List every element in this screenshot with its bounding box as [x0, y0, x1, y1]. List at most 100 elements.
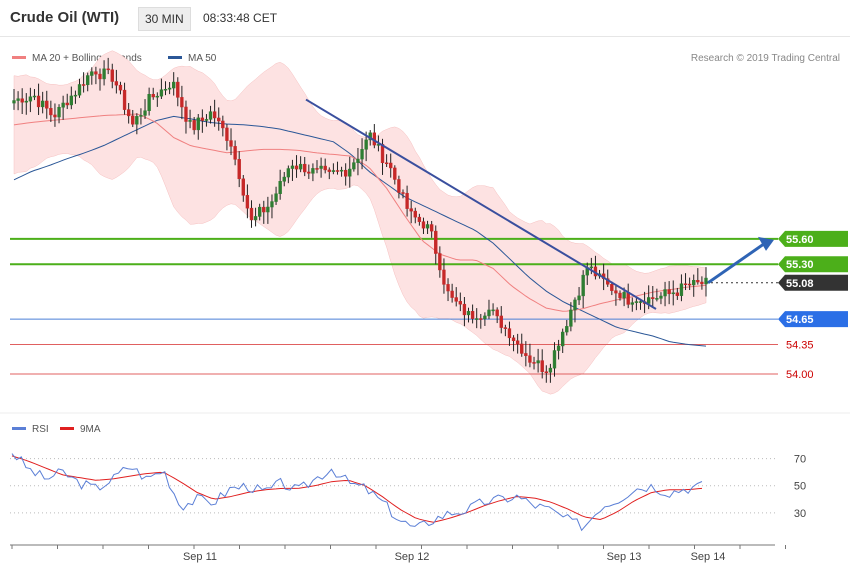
- instrument-title: Crude Oil (WTI): [10, 9, 120, 26]
- candle-body: [462, 303, 467, 316]
- candle-body: [294, 165, 299, 170]
- candle-body: [475, 318, 479, 320]
- candle-body: [360, 149, 364, 160]
- level-value: 54.00: [786, 369, 814, 381]
- candle: [270, 194, 274, 219]
- candle-body: [573, 299, 577, 311]
- candle: [618, 290, 622, 301]
- candle: [36, 83, 41, 116]
- candle: [524, 341, 528, 367]
- candle: [143, 99, 147, 119]
- candle-body: [249, 207, 254, 221]
- candle-body: [262, 206, 266, 213]
- candle: [315, 160, 319, 174]
- candle-body: [233, 146, 237, 160]
- ma50-line: [13, 115, 707, 347]
- candle-body: [208, 111, 213, 120]
- candle: [274, 186, 278, 205]
- candle: [438, 246, 442, 278]
- candle-body: [319, 165, 323, 169]
- candle: [704, 267, 708, 297]
- candle: [262, 200, 266, 224]
- rsi-ma-legend-label: 9MA: [80, 424, 101, 435]
- candle-body: [520, 343, 524, 354]
- candle-body: [126, 109, 131, 117]
- candle-body: [303, 163, 307, 173]
- candle: [331, 163, 336, 175]
- candle: [20, 88, 24, 115]
- candle-body: [245, 195, 250, 209]
- candle: [32, 89, 37, 101]
- level-label-55-60: 55.60: [778, 230, 848, 247]
- candle-body: [487, 309, 491, 317]
- candle-body: [274, 193, 278, 202]
- candle: [167, 82, 172, 95]
- candle-body: [151, 94, 155, 98]
- candle-body: [483, 315, 487, 320]
- candle: [339, 166, 344, 177]
- candle-body: [266, 206, 270, 213]
- candle: [61, 95, 65, 120]
- candle: [81, 72, 86, 93]
- candle: [360, 138, 364, 170]
- candle-body: [450, 290, 454, 298]
- support-resistance-levels: [10, 237, 778, 375]
- candle: [139, 108, 143, 125]
- candle: [319, 157, 323, 178]
- candle: [135, 113, 139, 135]
- candle: [405, 185, 409, 217]
- candle: [245, 184, 250, 219]
- candle-body: [237, 159, 241, 180]
- candle: [561, 328, 565, 353]
- candle: [409, 200, 413, 224]
- candle: [450, 283, 454, 303]
- candle-body: [491, 309, 495, 312]
- candle-body: [622, 292, 626, 299]
- rsi-ma-swatch: [60, 427, 74, 430]
- candle-body: [667, 289, 671, 295]
- candle-body: [413, 210, 417, 218]
- candle: [40, 91, 45, 114]
- candle: [94, 66, 98, 85]
- candle-body: [32, 95, 37, 98]
- candle-body: [540, 360, 544, 372]
- candle: [634, 298, 639, 311]
- candle-body: [286, 168, 291, 178]
- rsi-swatch: [12, 427, 26, 430]
- candle: [24, 93, 28, 115]
- candle-body: [40, 100, 45, 108]
- candle: [470, 304, 475, 324]
- candle-body: [225, 127, 229, 141]
- level-value: 54.65: [786, 314, 814, 326]
- candle-body: [167, 87, 172, 90]
- rsi-tick-label: 30: [794, 508, 806, 520]
- level-label-54-00: 54.00: [786, 369, 814, 381]
- candle: [651, 286, 655, 309]
- candle: [675, 287, 680, 300]
- candle: [282, 172, 286, 187]
- candle-body: [348, 168, 352, 177]
- candle-body: [163, 88, 168, 91]
- level-label-55-30: 55.30: [778, 256, 848, 273]
- candle-body: [409, 208, 413, 212]
- candle: [573, 297, 577, 323]
- candle: [131, 109, 135, 128]
- x-axis-ticks: Sep 11 Sep 12 Sep 13 Sep 14: [11, 545, 786, 563]
- candle: [429, 220, 434, 238]
- candle: [290, 159, 295, 181]
- candle-body: [61, 102, 65, 108]
- candle-body: [106, 68, 110, 71]
- candle: [483, 312, 487, 326]
- candle-body: [389, 162, 393, 169]
- candle-body: [454, 297, 458, 302]
- candle: [176, 77, 180, 107]
- candle: [241, 175, 245, 202]
- candle: [491, 303, 495, 316]
- candle: [655, 288, 659, 302]
- timeframe-selector[interactable]: 30 MIN: [138, 7, 191, 31]
- candle: [389, 153, 393, 178]
- candle-body: [401, 192, 405, 194]
- candle: [511, 335, 516, 352]
- candle-body: [94, 71, 98, 75]
